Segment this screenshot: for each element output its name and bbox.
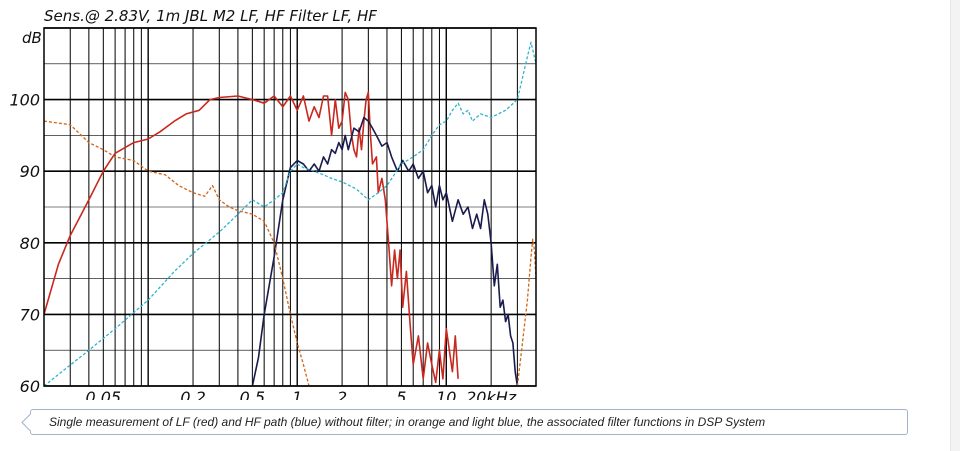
series-line-2 <box>43 120 310 387</box>
plot-frame <box>43 27 537 387</box>
series-line-1 <box>251 116 519 387</box>
grid-lines <box>43 27 537 387</box>
frequency-response-chart: Sens.@ 2.83V, 1m JBL M2 LF, HF Filter LF… <box>9 7 537 400</box>
y-tick-label: 100 <box>9 91 40 110</box>
series-line-3 <box>516 238 537 387</box>
caption-pointer <box>21 413 40 432</box>
x-tick-label: 0.5 <box>240 388 265 400</box>
y-tick-label: 90 <box>20 162 40 181</box>
series-layer <box>43 41 537 387</box>
y-tick-label: 70 <box>20 305 40 324</box>
x-tick-label: 2 <box>337 388 347 400</box>
x-tick-label: 0.05 <box>85 388 121 400</box>
caption-text: Single measurement of LF (red) and HF pa… <box>49 415 766 429</box>
series-line-0 <box>43 91 459 384</box>
y-tick-label: 60 <box>20 377 40 396</box>
tick-labels: 60 70 80 90 100 0.05 0.2 0.5 1 2 5 10 20kHz <box>9 91 516 400</box>
x-tick-label: 1 <box>292 388 302 400</box>
page-scroll-strip <box>950 0 960 451</box>
x-tick-label: 0.2 <box>180 388 205 400</box>
x-tick-label: 5 <box>396 388 406 400</box>
y-tick-label: 80 <box>20 234 40 253</box>
y-axis-label: dB <box>22 29 42 47</box>
chart-title: Sens.@ 2.83V, 1m JBL M2 LF, HF Filter LF… <box>44 7 377 25</box>
x-tick-label: 10 <box>436 388 456 400</box>
series-line-4 <box>43 41 537 387</box>
caption-tooltip: Single measurement of LF (red) and HF pa… <box>21 409 908 435</box>
x-tick-label: 20kHz <box>466 388 517 400</box>
